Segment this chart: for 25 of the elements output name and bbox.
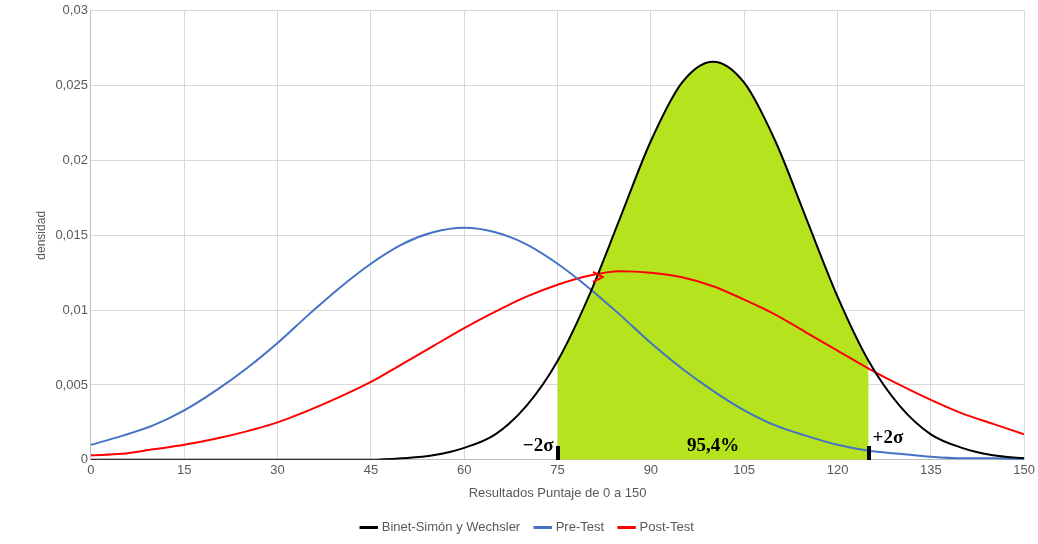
y-tick-label: 0,005 xyxy=(55,376,88,392)
y-axis-title: densidad xyxy=(33,210,48,260)
x-tick-label: 60 xyxy=(456,462,472,478)
y-tick-label: 0,02 xyxy=(62,152,88,168)
y-tick-label: 0 xyxy=(80,451,88,467)
legend-label: Binet-Simón y Wechsler xyxy=(381,519,521,535)
y-tick-label: 0,01 xyxy=(62,301,88,317)
legend-label: Pre-Test xyxy=(555,519,605,535)
x-axis-title: Resultados Puntaje de 0 a 150 xyxy=(468,484,647,500)
x-tick-label: 30 xyxy=(270,462,285,478)
x-tick-label: 150 xyxy=(1013,462,1036,478)
annotation: +2σ xyxy=(872,426,904,448)
x-tick-label: 105 xyxy=(733,462,756,478)
x-tick-label: 75 xyxy=(550,462,565,478)
x-tick-label: 135 xyxy=(919,462,942,478)
x-tick-label: 90 xyxy=(643,462,659,478)
y-tick-label: 0,015 xyxy=(55,226,88,242)
annotation: 95,4% xyxy=(686,434,740,456)
annotation: −2σ xyxy=(522,434,555,456)
legend-label: Post-Test xyxy=(639,519,695,535)
x-tick-label: 15 xyxy=(177,462,192,478)
y-tick-label: 0,03 xyxy=(62,2,88,18)
x-tick-label: 120 xyxy=(826,462,849,478)
y-tick-label: 0,025 xyxy=(55,77,88,93)
x-tick-label: 45 xyxy=(363,462,379,478)
